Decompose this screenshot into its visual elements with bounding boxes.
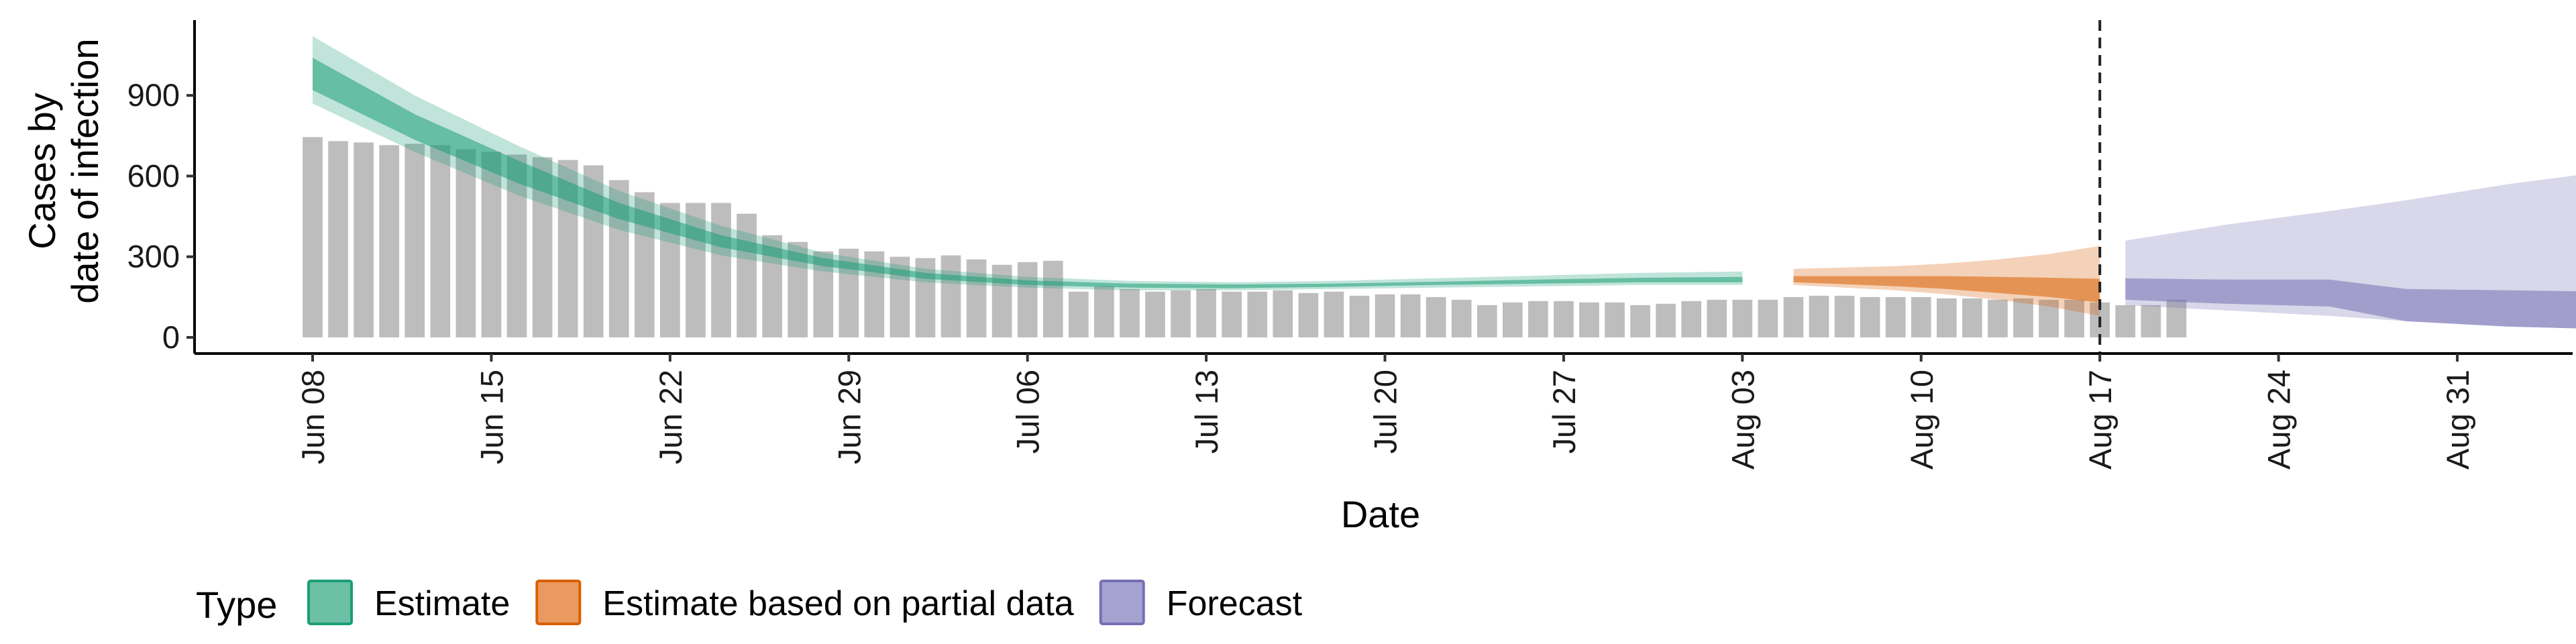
partial-inner-band: [1793, 276, 2100, 303]
bar-63: [1911, 297, 1931, 337]
bar-2: [354, 142, 374, 337]
bar-28: [1017, 262, 1038, 337]
legend-swatch-0: [307, 580, 353, 625]
x-tick-label-0: Jun 08: [295, 370, 331, 464]
legend-label-2: Forecast: [1167, 584, 1303, 623]
bar-33: [1145, 291, 1165, 337]
x-tick-label-4: Jul 06: [1010, 370, 1046, 453]
bar-0: [303, 137, 323, 337]
x-tick-label-11: Aug 24: [2261, 370, 2297, 470]
bar-37: [1247, 291, 1268, 337]
bar-51: [1605, 302, 1625, 337]
legend-swatch-2: [1099, 580, 1145, 625]
axes: 0 300 600 900 Jun 08 Jun 15 Jun 22 Jun 29 Jul 06…: [127, 20, 2573, 470]
bar-65: [1962, 298, 1982, 337]
bar-25: [941, 255, 961, 337]
legend-swatch-1: [535, 580, 582, 625]
y-axis-title-line1: Cases by: [21, 93, 63, 249]
bar-43: [1400, 294, 1421, 337]
bar-44: [1426, 297, 1446, 337]
estimate-outer-band: [313, 36, 1743, 290]
bar-26: [966, 259, 987, 337]
x-tick-label-12: Aug 31: [2440, 370, 2475, 470]
bar-62: [1885, 297, 1906, 337]
bar-41: [1349, 295, 1370, 337]
bar-36: [1222, 291, 1242, 337]
bar-27: [991, 264, 1012, 337]
bar-24: [915, 258, 936, 337]
bar-17: [737, 213, 757, 337]
y-tick-label-600: 600: [127, 158, 180, 193]
bar-53: [1656, 303, 1676, 337]
bar-60: [1834, 295, 1855, 337]
legend-label-1: Estimate based on partial data: [602, 584, 1074, 623]
bar-49: [1554, 301, 1574, 337]
bar-35: [1196, 288, 1216, 337]
bar-45: [1451, 299, 1472, 337]
x-tick-label-1: Jun 15: [474, 370, 509, 464]
bar-16: [711, 203, 731, 337]
bar-series: [303, 137, 2187, 337]
bar-67: [2013, 298, 2033, 337]
x-tick-label-7: Jul 27: [1546, 370, 1582, 453]
bar-31: [1094, 286, 1114, 337]
bar-42: [1375, 294, 1395, 337]
legend: Type Estimate Estimate based on partial d…: [196, 580, 1303, 626]
bar-56: [1732, 299, 1753, 337]
y-tick-label-300: 300: [127, 239, 180, 274]
bar-39: [1298, 292, 1319, 337]
y-tick-label-900: 900: [127, 77, 180, 113]
y-axis-title-line2: date of infection: [64, 38, 106, 303]
bar-48: [1528, 301, 1548, 337]
bar-40: [1324, 291, 1344, 337]
bar-61: [1860, 297, 1880, 337]
bar-66: [1988, 299, 2008, 337]
bar-4: [405, 144, 425, 337]
bar-72: [2141, 305, 2161, 337]
bar-57: [1758, 299, 1778, 337]
bar-1: [328, 141, 348, 337]
bar-71: [2115, 305, 2136, 337]
x-tick-label-8: Aug 03: [1725, 370, 1760, 470]
bar-68: [2039, 299, 2059, 337]
x-tick-label-6: Jul 20: [1368, 370, 1403, 453]
estimate-inner-band: [313, 58, 1743, 288]
bar-38: [1273, 290, 1293, 337]
bar-34: [1171, 290, 1191, 337]
x-tick-label-9: Aug 10: [1904, 370, 1939, 470]
x-tick-label-5: Jul 13: [1189, 370, 1224, 453]
bar-47: [1502, 302, 1523, 337]
x-tick-label-10: Aug 17: [2082, 370, 2118, 470]
bar-73: [2166, 299, 2187, 337]
bar-32: [1120, 288, 1140, 337]
bar-50: [1579, 302, 1599, 337]
bar-30: [1068, 291, 1089, 337]
bar-29: [1042, 260, 1063, 337]
band-series: [313, 36, 2576, 329]
bar-6: [455, 149, 476, 337]
bar-58: [1783, 297, 1804, 337]
bar-3: [379, 145, 400, 337]
y-tick-label-0: 0: [162, 319, 180, 355]
bar-69: [2064, 299, 2084, 337]
bar-64: [1936, 298, 1957, 337]
x-tick-label-2: Jun 22: [653, 370, 688, 464]
legend-title: Type: [196, 584, 277, 626]
bar-54: [1681, 301, 1702, 337]
x-tick-label-3: Jun 29: [831, 370, 867, 464]
bar-46: [1477, 305, 1497, 337]
bar-52: [1630, 305, 1650, 337]
legend-label-0: Estimate: [374, 584, 510, 623]
bar-7: [481, 152, 502, 337]
x-axis-title: Date: [1341, 493, 1420, 535]
bar-59: [1809, 295, 1829, 337]
forecast-inner-band: [2125, 278, 2576, 329]
bar-5: [430, 145, 451, 337]
bar-55: [1707, 299, 1727, 337]
